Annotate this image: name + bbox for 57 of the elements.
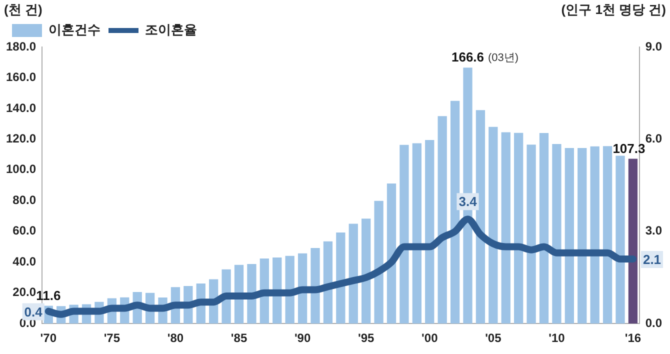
x-tick-label: '16 — [624, 331, 642, 346]
bar — [628, 158, 638, 324]
bar — [501, 132, 510, 324]
bar — [488, 126, 498, 324]
bar — [564, 148, 574, 324]
bar — [578, 148, 587, 324]
y-tick-label: 80.0 — [12, 192, 36, 207]
bar — [386, 183, 396, 324]
data-label: 3.4 — [458, 194, 478, 210]
x-tick-label: '85 — [230, 331, 248, 346]
data-label: 166.6 — [451, 50, 484, 65]
y2-tick-label: 6.0 — [645, 132, 662, 146]
data-label: 0.4 — [24, 304, 44, 320]
bar — [514, 132, 524, 324]
y-axis-title: (천 건) — [4, 2, 42, 18]
data-label: 2.1 — [642, 252, 662, 268]
y-tick-label: 180.0 — [6, 39, 36, 54]
bar — [362, 218, 371, 324]
legend-label: 이혼건수 — [48, 22, 100, 38]
bar — [450, 100, 460, 324]
bar — [348, 224, 358, 324]
y2-tick-label: 3.0 — [645, 224, 662, 238]
x-tick-label: '10 — [548, 331, 566, 346]
bar — [374, 200, 384, 324]
data-label: 107.3 — [612, 140, 646, 156]
bar — [526, 144, 536, 324]
bar — [616, 156, 625, 324]
bar — [602, 146, 612, 324]
x-tick-label: '05 — [485, 331, 502, 346]
annotation: (03년) — [488, 52, 519, 64]
y-tick-label: 20.0 — [12, 285, 36, 300]
x-tick-label: '75 — [104, 331, 120, 346]
x-tick-label: '80 — [167, 331, 184, 346]
bar — [438, 116, 447, 324]
y-tick-label: 140.0 — [6, 100, 36, 115]
bar — [412, 143, 422, 324]
x-tick-label: '95 — [358, 331, 375, 346]
bar — [539, 133, 549, 324]
y-tick-label: 40.0 — [12, 254, 36, 268]
y-tick-label: 160.0 — [6, 70, 36, 84]
y2-tick-label: 0.0 — [645, 316, 662, 330]
y2-axis-title: (인구 1천 명당 건) — [561, 2, 666, 18]
bar — [336, 232, 346, 324]
bar — [476, 110, 486, 324]
y2-tick-label: 9.0 — [645, 39, 662, 54]
bar — [400, 144, 409, 324]
bar — [425, 140, 434, 324]
y-tick-label: 100.0 — [6, 162, 36, 176]
x-tick-label: '00 — [422, 331, 438, 346]
bar — [552, 144, 562, 324]
y-tick-label: 60.0 — [12, 224, 36, 238]
y-tick-label: 120.0 — [6, 132, 36, 146]
bar — [590, 146, 600, 324]
data-label: 11.6 — [36, 288, 61, 303]
x-tick-label: '70 — [40, 331, 57, 346]
legend-label: 조이혼율 — [145, 22, 197, 38]
x-tick-label: '90 — [294, 331, 311, 346]
